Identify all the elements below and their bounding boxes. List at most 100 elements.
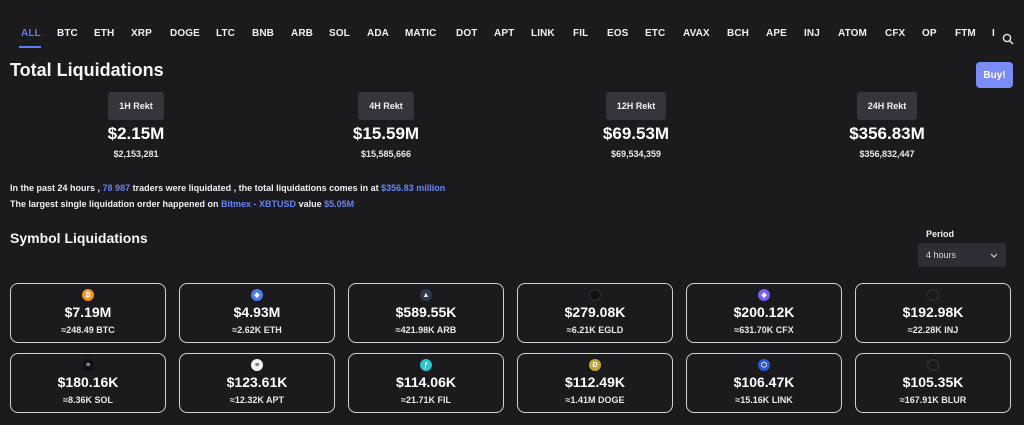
symbol-card[interactable]: ≡ $123.61K ≈12.32K APT [179,353,335,413]
card-amount: $279.08K [564,304,626,320]
blur-icon [927,359,939,371]
symbol-card[interactable]: ƒ $114.06K ≈21.71K FIL [348,353,504,413]
tab-eos[interactable]: EOS [607,28,629,39]
card-quantity: ≈21.71K FIL [401,395,451,405]
summary-text: value [298,199,322,209]
cfx-icon: ◈ [758,289,770,301]
symbol-card[interactable]: ⬡ $106.47K ≈15.16K LINK [686,353,842,413]
tab-dot[interactable]: DOT [456,28,478,39]
doge-icon: Ð [589,359,601,371]
card-quantity: ≈248.49 BTC [61,325,115,335]
card-amount: $589.55K [395,304,457,320]
card-amount: $106.47K [733,374,795,390]
tab-eth[interactable]: ETH [94,28,115,39]
card-amount: $112.49K [565,374,625,390]
card-amount: $4.93M [233,304,281,320]
stat-12h: 12H Rekt $69.53M $69,534,359 [556,92,716,159]
symbol-card[interactable]: ▲ $589.55K ≈421.98K ARB [348,283,504,343]
card-amount: $7.19M [64,304,112,320]
tab-sol[interactable]: SOL [329,28,350,39]
card-quantity: ≈6.21K EGLD [566,325,624,335]
card-quantity: ≈22.28K INJ [907,325,959,335]
stat-exact: $2,153,281 [113,149,159,159]
stat-label: 12H Rekt [605,92,667,120]
tab-ape[interactable]: APE [766,28,787,39]
stat-label: 24H Rekt [856,92,918,120]
card-amount: $192.98K [902,304,964,320]
summary-text: The largest single liquidation order hap… [10,199,219,209]
coin-tabs: ALL BTC ETH XRP DOGE LTC BNB ARB SOL ADA… [0,28,1024,52]
symbol-card[interactable]: Ð $112.49K ≈1.41M DOGE [517,353,673,413]
stat-label: 1H Rekt [108,92,164,120]
exchange-pair: Bitmex - XBTUSD [221,199,297,209]
inj-icon [927,289,939,301]
stat-exact: $356,832,447 [859,149,915,159]
tab-apt[interactable]: APT [494,28,515,39]
total-liquidations: $356.83 million [381,183,446,193]
largest-order-value: $5.05M [324,199,355,209]
tab-matic[interactable]: MATIC [405,28,437,39]
summary-line-2: The largest single liquidation order hap… [10,199,354,209]
stat-24h: 24H Rekt $356.83M $356,832,447 [807,92,967,159]
tab-arb[interactable]: ARB [291,28,313,39]
symbol-card[interactable]: $192.98K ≈22.28K INJ [855,283,1011,343]
card-amount: $123.61K [226,374,288,390]
tab-inj[interactable]: INJ [804,28,820,39]
tab-op[interactable]: OP [922,28,937,39]
stat-value: $2.15M [107,124,165,143]
card-quantity: ≈1.41M DOGE [565,395,625,405]
tab-ada[interactable]: ADA [367,28,389,39]
card-amount: $180.16K [57,374,119,390]
symbol-card[interactable]: $105.35K ≈167.91K BLUR [855,353,1011,413]
btc-icon: ₿ [82,289,94,301]
summary-text: In the past 24 hours , [10,183,101,193]
tab-btc[interactable]: BTC [57,28,78,39]
card-amount: $200.12K [733,304,795,320]
stat-value: $15.59M [352,124,420,143]
tab-etc[interactable]: ETC [645,28,666,39]
search-icon[interactable] [1002,33,1014,45]
link-icon: ⬡ [758,359,770,371]
fil-icon: ƒ [420,359,432,371]
card-quantity: ≈631.70K CFX [734,325,794,335]
stat-4h: 4H Rekt $15.59M $15,585,666 [306,92,466,159]
egld-icon [589,289,601,301]
tab-cfx[interactable]: CFX [885,28,906,39]
tab-bnb[interactable]: BNB [252,28,274,39]
arb-icon: ▲ [420,289,432,301]
card-quantity: ≈2.62K ETH [232,325,282,335]
card-quantity: ≈421.98K ARB [395,325,457,335]
period-select[interactable]: 4 hours [918,243,1006,267]
tab-doge[interactable]: DOGE [170,28,200,39]
tab-xrp[interactable]: XRP [131,28,152,39]
summary-text: traders were liquidated , the total liqu… [132,183,379,193]
tab-all[interactable]: ALL [21,28,41,39]
tab-ltc[interactable]: LTC [216,28,235,39]
traders-count: 78 987 [102,183,131,193]
symbol-card[interactable]: ◆ $4.93M ≈2.62K ETH [179,283,335,343]
symbol-card[interactable]: ₿ $7.19M ≈248.49 BTC [10,283,166,343]
tab-bch[interactable]: BCH [727,28,749,39]
tab-ftm[interactable]: FTM [955,28,976,39]
tab-atom[interactable]: ATOM [838,28,867,39]
chevron-down-icon [990,253,998,258]
card-quantity: ≈12.32K APT [229,395,285,405]
period-label: Period [926,229,955,239]
stat-label: 4H Rekt [358,92,414,120]
tab-fil[interactable]: FIL [573,28,589,39]
card-amount: $105.35K [902,374,964,390]
stat-value: $69.53M [602,124,670,143]
card-quantity: ≈8.36K SOL [63,395,113,405]
card-quantity: ≈167.91K BLUR [899,395,967,405]
symbol-card[interactable]: ≡ $180.16K ≈8.36K SOL [10,353,166,413]
stat-value: $356.83M [849,124,925,143]
stat-1h: 1H Rekt $2.15M $2,153,281 [56,92,216,159]
tab-more[interactable]: I [992,28,995,39]
tab-link[interactable]: LINK [531,28,555,39]
sol-icon: ≡ [82,359,94,371]
symbol-card[interactable]: $279.08K ≈6.21K EGLD [517,283,673,343]
active-tab-underline [19,46,41,48]
symbol-card[interactable]: ◈ $200.12K ≈631.70K CFX [686,283,842,343]
tab-avax[interactable]: AVAX [683,28,710,39]
buy-button[interactable]: Buy! [976,62,1013,88]
